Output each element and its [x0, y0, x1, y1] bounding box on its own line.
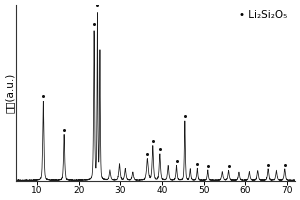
Text: • Li₂Si₂O₅: • Li₂Si₂O₅: [238, 10, 287, 20]
Y-axis label: 强度(a.u.): 强度(a.u.): [5, 73, 15, 113]
